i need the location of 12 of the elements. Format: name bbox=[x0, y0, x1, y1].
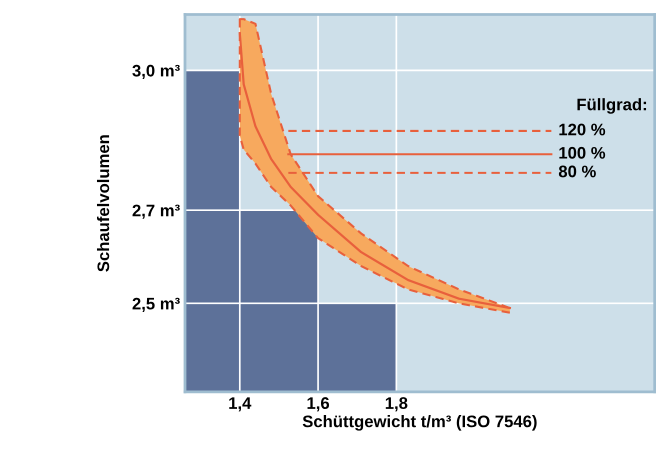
legend-title: Füllgrad: bbox=[577, 98, 646, 114]
x-tick-label: 1,4 bbox=[229, 397, 252, 412]
x-axis-title: Schüttgewicht t/m³ (ISO 7546) bbox=[302, 415, 537, 431]
annotation: 80 % bbox=[558, 166, 596, 178]
x-tick-label: 1,6 bbox=[308, 397, 330, 412]
y-axis-title: Schaufelvolumen bbox=[96, 135, 110, 272]
y-tick-label: 2,5 m³ bbox=[132, 298, 180, 312]
x-tick-label: 1,8 bbox=[386, 397, 408, 412]
annotation: 120 % bbox=[559, 124, 606, 136]
y-tick-label: 2,7 m³ bbox=[132, 204, 180, 219]
annotation: 100 % bbox=[559, 146, 606, 159]
y-tick-label: 3,0 m³ bbox=[132, 64, 180, 79]
